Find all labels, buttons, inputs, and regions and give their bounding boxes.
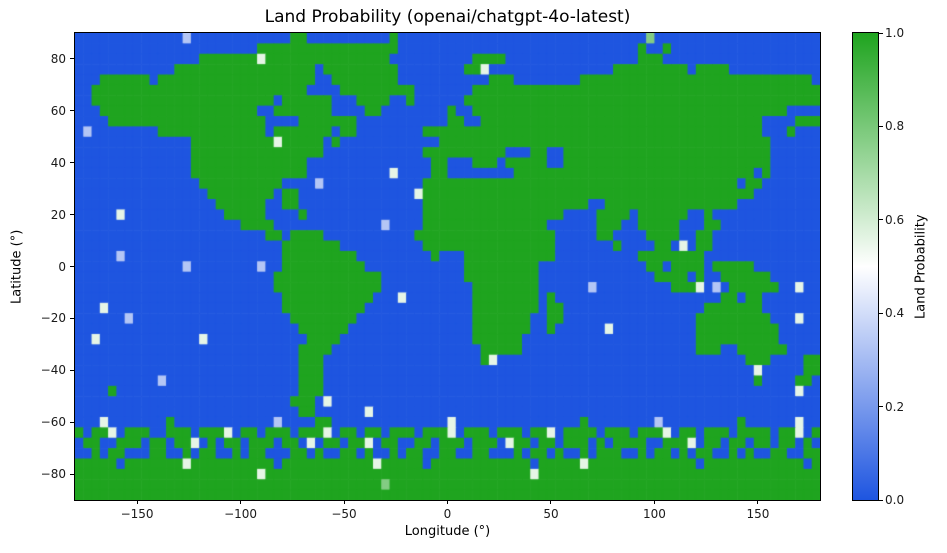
x-tick-label: 0 — [443, 507, 452, 521]
x-tick-label: 150 — [746, 507, 770, 521]
x-axis-label: Longitude (°) — [404, 524, 491, 539]
colorbar-tick-label: 0.8 — [885, 119, 905, 134]
colorbar-tick-mark — [879, 32, 883, 34]
colorbar-tick-label: 0.2 — [885, 399, 905, 414]
y-tick-mark — [70, 421, 74, 423]
x-tick-label: −100 — [224, 507, 258, 521]
chart-title: Land Probability (openai/chatgpt-4o-late… — [264, 7, 631, 27]
x-tick-mark — [136, 500, 138, 504]
y-tick-label: 0 — [58, 259, 66, 274]
colorbar-tick-mark — [879, 125, 883, 127]
y-tick-label: −60 — [40, 415, 66, 430]
x-tick-label: −150 — [120, 507, 154, 521]
y-tick-label: 20 — [50, 207, 66, 222]
colorbar-tick-mark — [879, 312, 883, 314]
y-tick-label: −20 — [40, 311, 66, 326]
y-tick-mark — [70, 266, 74, 267]
x-tick-mark — [447, 500, 448, 504]
y-tick-mark — [70, 317, 74, 319]
colorbar-tick-mark — [879, 219, 883, 221]
x-tick-label: 100 — [642, 507, 666, 521]
plot-area — [74, 32, 821, 501]
colorbar-tick-label: 0.4 — [885, 306, 905, 321]
x-tick-label: 50 — [543, 507, 559, 521]
y-tick-mark — [70, 369, 74, 371]
y-axis-label: Latitude (°) — [9, 229, 25, 304]
y-tick-label: −80 — [40, 467, 66, 482]
y-tick-mark — [70, 473, 74, 475]
x-tick-mark — [550, 500, 552, 504]
colorbar-tick-label: 0.0 — [885, 493, 905, 507]
heatmap-canvas — [75, 33, 820, 500]
y-tick-label: 40 — [50, 155, 66, 170]
y-tick-mark — [70, 214, 74, 216]
y-tick-mark — [70, 110, 74, 112]
y-tick-mark — [70, 162, 74, 164]
y-tick-label: −40 — [40, 363, 66, 378]
colorbar-gradient — [853, 33, 878, 500]
colorbar-tick-mark — [879, 499, 883, 501]
x-tick-mark — [653, 500, 655, 504]
x-tick-mark — [757, 500, 759, 504]
colorbar-tick-label: 1.0 — [885, 26, 905, 40]
y-tick-label: 60 — [50, 103, 66, 118]
colorbar-label: Land Probability — [913, 214, 929, 319]
y-tick-mark — [70, 58, 74, 60]
x-tick-mark — [240, 500, 242, 504]
colorbar-tick-label: 0.6 — [885, 212, 905, 227]
x-tick-label: −50 — [331, 507, 357, 521]
colorbar-tick-mark — [879, 406, 883, 408]
y-tick-label: 80 — [50, 51, 66, 66]
x-tick-mark — [343, 500, 345, 504]
colorbar — [852, 32, 879, 501]
